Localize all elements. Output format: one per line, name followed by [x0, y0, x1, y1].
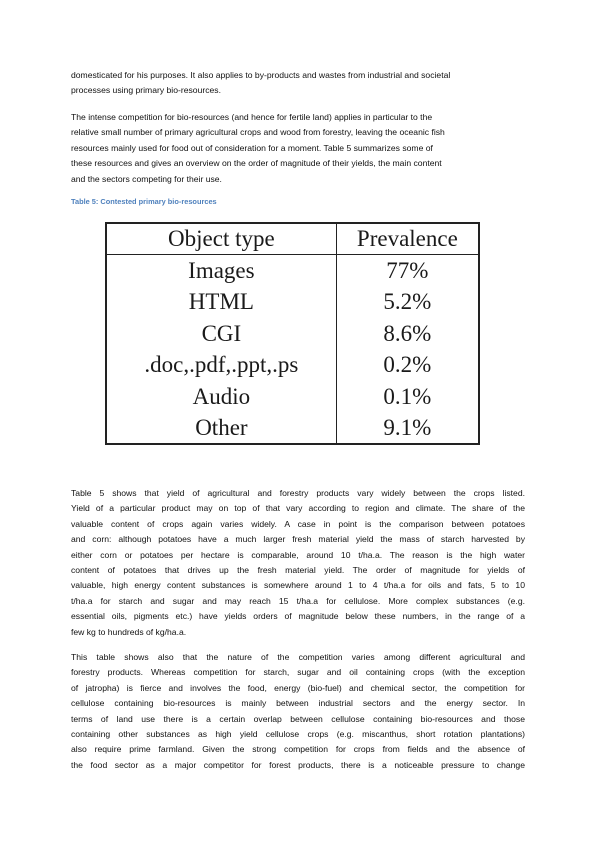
text-line: domesticated for his purposes. It also a… — [71, 70, 451, 80]
text-line: of jatropha) is fierce and involves the … — [71, 682, 525, 693]
text-line: either corn or potatoes per hectare is c… — [71, 549, 525, 560]
text-line: also require prime farmland. Given the s… — [71, 744, 525, 755]
text-line: relative small number of primary agricul… — [71, 127, 445, 138]
text-line: terms of land use there is a certain ove… — [71, 713, 525, 724]
table-row: CGI 8.6% — [106, 317, 479, 350]
text-line: forestry products. Whereas competition f… — [71, 667, 525, 678]
text-line: cellulose containing bio-resources is ma… — [71, 698, 525, 709]
table-cell: Other — [106, 412, 337, 445]
table-cell: 5.2% — [383, 289, 432, 315]
table-cell: 0.2% — [383, 352, 432, 378]
table-row: .doc,.pdf,.ppt,.ps 0.2% — [106, 349, 479, 381]
paragraph-intro: domesticated for his purposes. It also a… — [71, 68, 525, 99]
text-line: valuable, high energy content substances… — [71, 580, 525, 591]
table-cell: HTML — [106, 286, 337, 318]
paragraph-yield-discussion: Table 5 shows that yield of agricultural… — [71, 486, 525, 640]
text-line: containing other substances as high yiel… — [71, 729, 525, 740]
table-cell: CGI — [106, 317, 337, 350]
table-cell: 0.1% — [383, 383, 432, 409]
text-line: and corn: although potatoes have a much … — [71, 534, 525, 545]
table-cell: .doc,.pdf,.ppt,.ps — [106, 349, 337, 381]
text-line: t/ha.a for starch and sugar and may reac… — [71, 595, 525, 606]
table-image: Object type Prevalence Images 77% HTML 5… — [105, 222, 480, 459]
column-header-prevalence: Prevalence — [336, 223, 479, 255]
text-line: few kg to hundreds of kg/ha.a. — [71, 626, 187, 637]
text-line: and the sectors competing for their use. — [71, 173, 222, 184]
text-line: the food sector as a major competitor fo… — [71, 759, 525, 770]
text-line: Table 5 shows that yield of agricultural… — [71, 488, 525, 498]
table-header-row: Object type Prevalence — [106, 223, 479, 255]
text-line: This table shows also that the nature of… — [71, 652, 525, 662]
paragraph-competition: The intense competition for bio-resource… — [71, 110, 525, 187]
table-cell: 9.1% — [383, 415, 432, 441]
text-line: processes using primary bio-resources. — [71, 85, 221, 96]
table-row: Audio 0.1% — [106, 380, 479, 413]
text-line: The intense competition for bio-resource… — [71, 112, 433, 122]
table-cell: Images — [106, 254, 337, 287]
text-line: resources mainly used for food out of co… — [71, 142, 433, 153]
table-cell: 77% — [386, 258, 429, 283]
text-line: essential oils, pigments etc.) have yiel… — [71, 611, 525, 622]
column-header-object-type: Object type — [106, 223, 337, 255]
table-row: Images 77% — [106, 254, 479, 287]
table-cell: 8.6% — [383, 320, 432, 346]
object-type-table: Object type Prevalence Images 77% HTML 5… — [105, 222, 480, 446]
table-row: Other 9.1% — [106, 412, 479, 445]
text-line: these resources and gives an overview on… — [71, 158, 442, 169]
paragraph-competition-nature: This table shows also that the nature of… — [71, 650, 525, 773]
table-caption: Table 5: Contested primary bio-resources — [71, 197, 217, 206]
text-line: valuable content of crops again varies w… — [71, 518, 525, 529]
text-line: Yield of a particular product may on top… — [71, 503, 525, 514]
text-line: content of potatoes that drives up the f… — [71, 565, 525, 576]
table-row: HTML 5.2% — [106, 286, 479, 318]
table-cell: Audio — [106, 380, 337, 413]
